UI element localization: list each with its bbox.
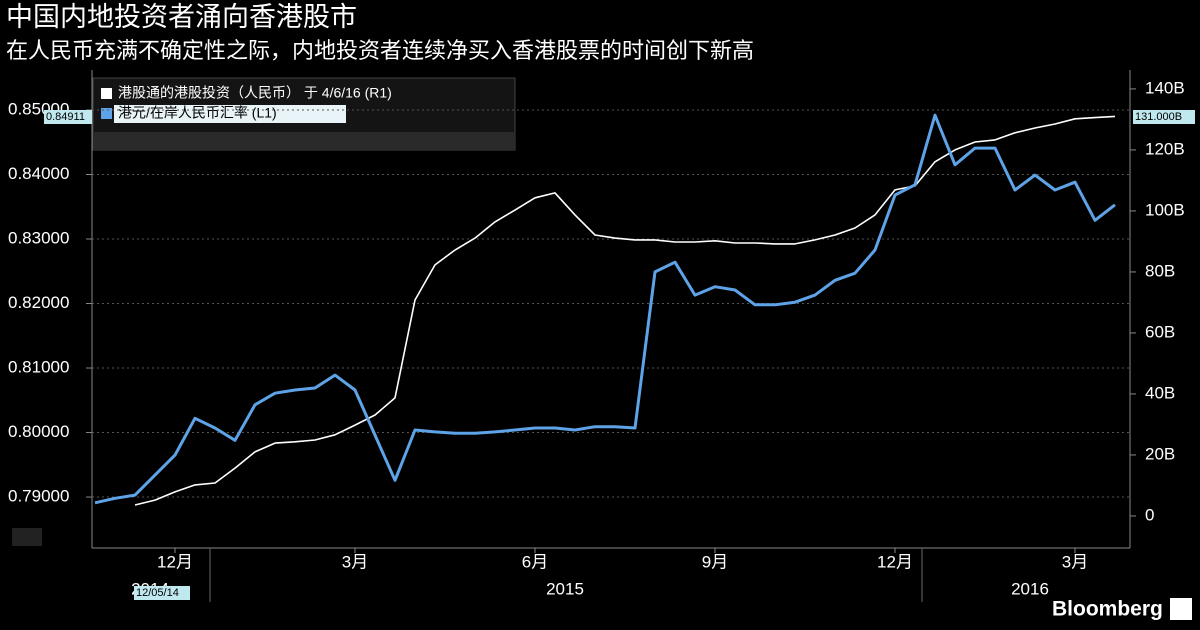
logo-box [1170,598,1192,620]
y2-tick-label: 100B [1145,200,1185,219]
annotation-label: 12/05/14 [136,587,179,599]
x-tick-label: 9月 [702,552,728,571]
y2-tick-label: 40B [1145,383,1175,402]
x-tick-label: 6月 [522,552,548,571]
legend-swatch [101,108,112,119]
series-line [134,115,1116,506]
annotation-box [44,110,92,124]
chart-icon[interactable] [12,528,42,546]
legend: 港股通的港股投资（人民币） 于 4/6/16 (R1) 港元/在岸人民币汇率 (L… [92,77,516,151]
x-tick-label: 12月 [157,552,193,571]
y2-tick-label: 0 [1145,505,1154,524]
y-tick-label: 0.79000 [8,487,69,506]
x-tick-label: 3月 [1062,552,1088,571]
y-tick-label: 0.83000 [8,228,69,247]
x-tick-label: 12月 [877,552,913,571]
annotation-box [1133,110,1195,124]
y-tick-label: 0.81000 [8,358,69,377]
legend-label: 港股通的港股投资（人民币） 于 4/6/16 (R1) [118,85,392,101]
series-line [94,113,1116,505]
annotation-box [134,586,190,600]
y2-tick-label: 80B [1145,261,1175,280]
y2-tick-label: 20B [1145,444,1175,463]
y-tick-label: 0.80000 [8,422,69,441]
year-label: 2016 [1011,579,1049,598]
y-tick-label: 0.82000 [8,293,69,312]
chart-subtitle: 在人民币充满不确定性之际，内地投资者连续净买入香港股票的时间创下新高 [6,38,754,63]
x-tick-label: 3月 [342,552,368,571]
annotation-label: 0.84911 [46,111,85,123]
y-tick-label: 0.84000 [8,164,69,183]
chart-title: 中国内地投资者涌向香港股市 [6,2,357,32]
year-label: 2015 [546,579,584,598]
y2-tick-label: 60B [1145,322,1175,341]
legend-toolbar [93,132,515,150]
annotation-label: 131.000B [1135,111,1182,123]
legend-swatch [101,88,112,99]
source-logo: Bloomberg [1052,598,1163,621]
y2-tick-label: 140B [1145,78,1185,97]
legend-label: 港元/在岸人民币汇率 (L1) [118,105,277,121]
y2-tick-label: 120B [1145,139,1185,158]
